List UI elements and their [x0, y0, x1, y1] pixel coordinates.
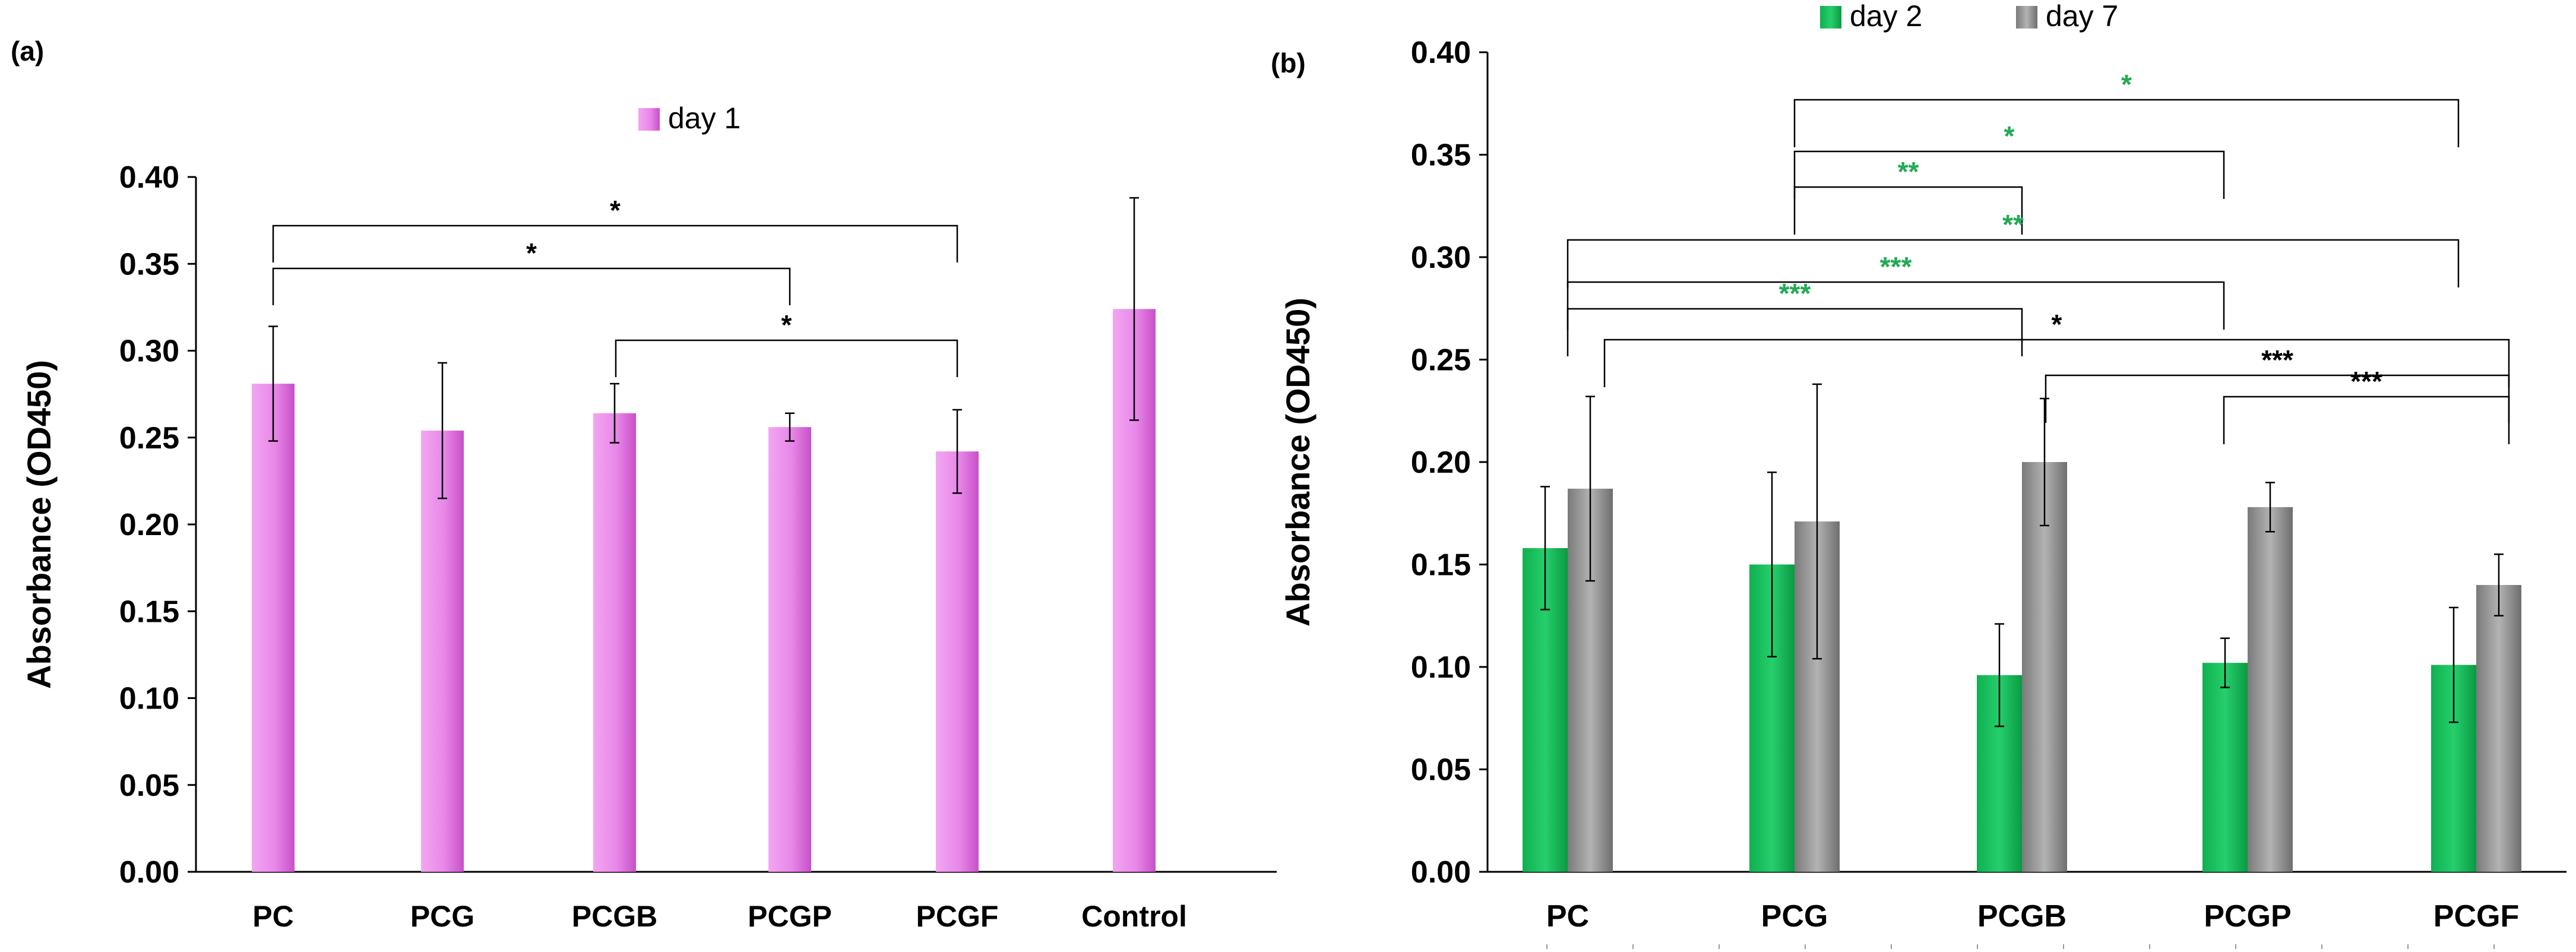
- panel-a-x-tick-label: PC: [252, 900, 293, 933]
- panel-b-bracket-line: [1568, 282, 2224, 330]
- panel-a-y-axis-label: Absorbance (OD450): [20, 360, 58, 689]
- panel-a-bracket-line: [273, 226, 957, 262]
- panel-a-x-tick-label: Control: [1081, 900, 1187, 933]
- panel-a-significance-bracket: *: [273, 195, 957, 262]
- panel-b-significance-label: **: [2002, 209, 2024, 240]
- panel-b-significance-bracket: *: [1795, 69, 2458, 147]
- panel-a-y-tick-label: 0.25: [119, 421, 179, 456]
- panel-b-y-tick-label: 0.35: [1411, 138, 1471, 173]
- panel-b-legend-label: day 2: [1850, 0, 1922, 33]
- panel-b-significance-bracket: **: [1795, 156, 2022, 235]
- panel-b-significance-label: **: [1898, 156, 1919, 187]
- panel-a-x-tick-label: PCGF: [916, 900, 999, 933]
- panel-b-legend: day 2 day 7: [1820, 0, 2118, 33]
- panel-b-label: (b): [1271, 48, 1306, 78]
- figure: (a) 0.00 0.05 0.10 0.15 0.20 0.25 0.30 0.35 0.40 A…: [0, 0, 2576, 949]
- panel-a-bracket-line: [273, 268, 790, 305]
- panel-b-significance-label: *: [2052, 309, 2062, 340]
- panel-b-bracket-line: [2046, 375, 2509, 423]
- panel-a-bar-day-1-pcgf: [936, 451, 979, 872]
- panel-b-x-tick-label: PCGB: [1977, 899, 2067, 934]
- panel-b-y-tick-label: 0.05: [1411, 753, 1471, 787]
- panel-a-significance-bracket: *: [616, 309, 957, 377]
- panel-a-significance-label: *: [526, 238, 537, 268]
- panel-a-significance-label: *: [781, 309, 792, 340]
- panel-a-legend-swatch: [638, 108, 660, 131]
- panel-b-x-tick-label: PCGP: [2204, 899, 2291, 934]
- panel-a: (a) 0.00 0.05 0.10 0.15 0.20 0.25 0.30 0.35 0.40 A…: [11, 36, 1277, 933]
- panel-b-significance-label: ***: [2261, 344, 2293, 375]
- panel-a-y-tick-label: 0.20: [119, 508, 179, 542]
- panel-a-significance-bracket: *: [273, 238, 790, 305]
- panel-a-y-tick-label: 0.00: [119, 855, 179, 890]
- panel-a-legend-label: day 1: [668, 102, 740, 135]
- panel-b-significance-bracket: ***: [2224, 366, 2509, 444]
- panel-a-x-tick-label: PCGP: [748, 900, 832, 933]
- panel-b-y-tick-label: 0.15: [1411, 548, 1471, 583]
- panel-b-significance-label: ***: [1880, 251, 1912, 282]
- panel-a-y-tick-label: 0.10: [119, 682, 179, 716]
- panel-b-bracket-line: [1568, 309, 2022, 356]
- panel-b-significance-bracket: ***: [1568, 278, 2022, 356]
- panel-a-legend: day 1: [638, 102, 740, 135]
- panel-b-bracket-line: [1795, 187, 2022, 235]
- panel-a-x-tick-label: PCG: [410, 900, 474, 933]
- panel-b-bracket-line: [1795, 100, 2458, 147]
- panel-b-significance-label: ***: [1779, 278, 1811, 309]
- panel-b-bracket-line: [2224, 397, 2509, 444]
- panel-b: (b) 0.00 0.05 0.10 0.15 0.20 0.25 0.30 0.35 0.40 A…: [1271, 0, 2566, 949]
- panel-b-legend-label: day 7: [2046, 0, 2118, 33]
- panel-b-y-tick-label: 0.10: [1411, 650, 1471, 685]
- panel-a-y-tick-label: 0.40: [119, 160, 179, 195]
- panel-b-legend-swatch: [1820, 6, 1841, 29]
- panel-b-legend-swatch: [2016, 6, 2037, 29]
- chart-figure: (a) 0.00 0.05 0.10 0.15 0.20 0.25 0.30 0.35 0.40 A…: [0, 0, 2576, 949]
- panel-b-bar-day-7-pcgp: [2248, 507, 2293, 872]
- panel-b-bracket-line: [1795, 151, 2224, 199]
- panel-b-x-tick-label: PCG: [1761, 899, 1828, 934]
- panel-b-x-tick-label: PC: [1546, 899, 1589, 934]
- panel-a-bar-day-1-pcgb: [593, 413, 636, 872]
- panel-b-bracket-line: [1568, 240, 2458, 287]
- panel-b-significance-label: ***: [2350, 366, 2382, 397]
- panel-b-y-tick-label: 0.00: [1411, 855, 1471, 890]
- panel-b-y-axis-label: Absorbance (OD450): [1279, 298, 1317, 627]
- panel-a-significance-label: *: [610, 195, 621, 226]
- panel-b-bar-day-2-pcgp: [2202, 663, 2248, 872]
- panel-b-significance-bracket: ***: [1568, 251, 2224, 330]
- panel-a-y-tick-label: 0.30: [119, 334, 179, 369]
- panel-b-y-tick-label: 0.40: [1411, 36, 1471, 70]
- panel-a-x-tick-label: PCGB: [572, 900, 657, 933]
- panel-a-y-tick-label: 0.05: [119, 768, 179, 803]
- panel-b-significance-label: *: [2121, 69, 2132, 100]
- panel-b-y-tick-label: 0.30: [1411, 241, 1471, 275]
- panel-a-label: (a): [11, 36, 44, 67]
- panel-a-bracket-line: [616, 340, 957, 377]
- panel-b-y-tick-label: 0.20: [1411, 445, 1471, 480]
- panel-b-significance-bracket: **: [1568, 209, 2458, 287]
- panel-b-x-tick-label: PCGF: [2433, 899, 2519, 934]
- panel-b-significance-bracket: ***: [2046, 344, 2509, 423]
- panel-a-bar-day-1-pc: [252, 384, 295, 872]
- panel-a-bar-day-1-pcgp: [768, 427, 811, 872]
- panel-a-y-tick-label: 0.15: [119, 594, 179, 629]
- panel-b-significance-label: *: [2004, 121, 2015, 151]
- panel-b-y-tick-label: 0.25: [1411, 343, 1471, 378]
- panel-a-y-tick-label: 0.35: [119, 247, 179, 282]
- panel-b-bar-day-7-pcgf: [2476, 585, 2521, 872]
